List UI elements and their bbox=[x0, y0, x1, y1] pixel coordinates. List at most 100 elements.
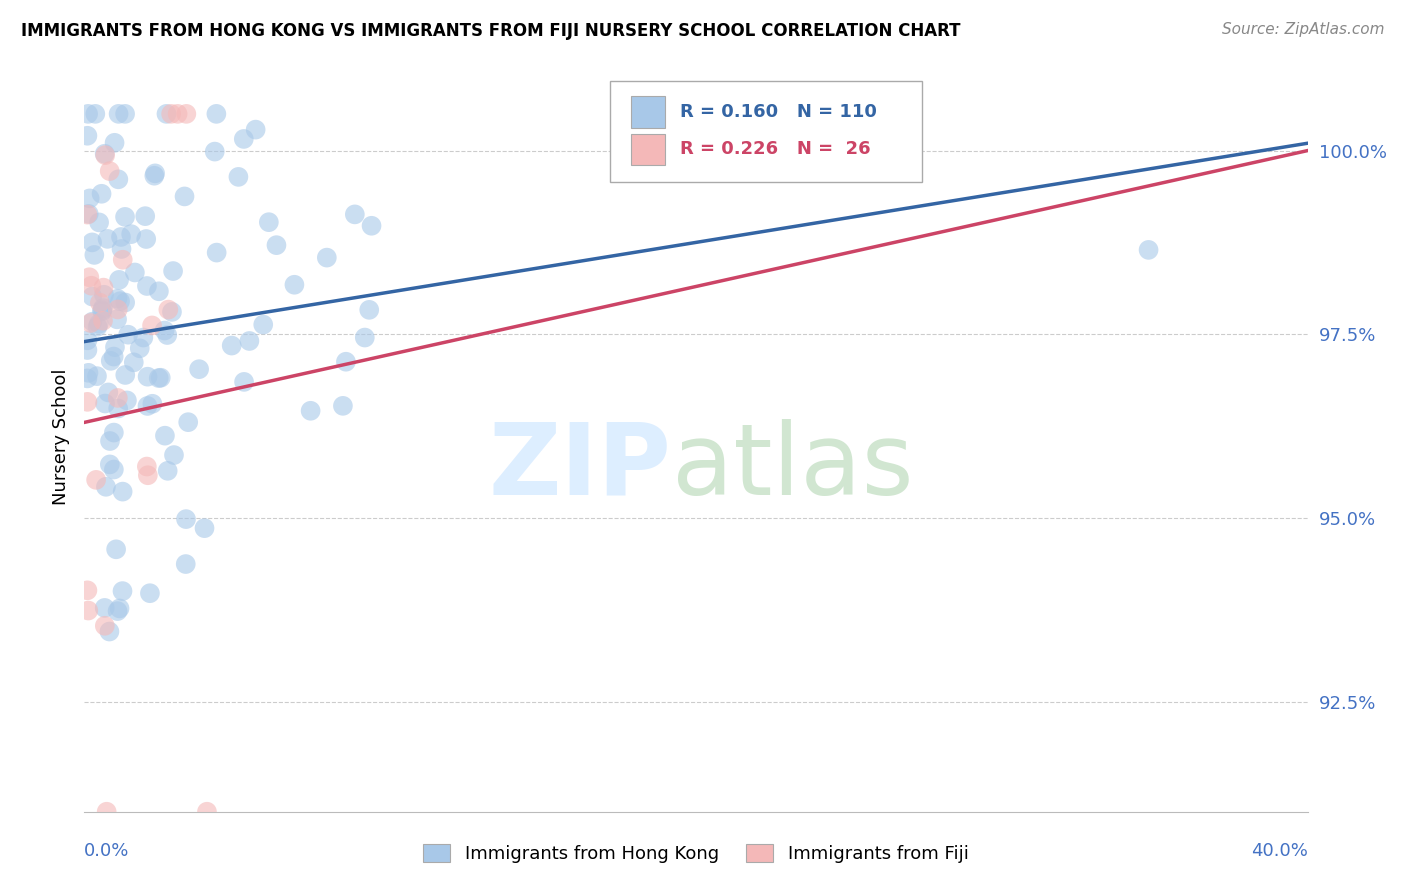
Point bbox=[149, 370, 172, 384]
Point bbox=[174, 557, 197, 571]
Point bbox=[98, 458, 121, 472]
Point bbox=[238, 334, 260, 348]
Point bbox=[94, 396, 117, 410]
Bar bbox=[631, 134, 665, 165]
Point bbox=[96, 232, 118, 246]
Point bbox=[80, 278, 103, 293]
Point bbox=[103, 425, 125, 440]
Point bbox=[299, 404, 322, 418]
Point bbox=[105, 312, 128, 326]
Point bbox=[353, 330, 375, 344]
Point bbox=[77, 366, 100, 380]
Point bbox=[103, 350, 125, 364]
Point bbox=[257, 215, 280, 229]
Text: Source: ZipAtlas.com: Source: ZipAtlas.com bbox=[1222, 22, 1385, 37]
Point bbox=[91, 301, 114, 315]
Point bbox=[160, 305, 183, 319]
Point bbox=[134, 209, 156, 223]
Point bbox=[156, 328, 179, 343]
FancyBboxPatch shape bbox=[610, 81, 922, 182]
Point bbox=[115, 393, 138, 408]
Point bbox=[148, 285, 170, 299]
Point bbox=[148, 371, 170, 385]
Point bbox=[76, 583, 98, 598]
Point bbox=[141, 318, 163, 333]
Point bbox=[120, 227, 142, 241]
Point bbox=[93, 146, 115, 161]
Point bbox=[79, 270, 101, 285]
Point bbox=[221, 338, 243, 352]
Point bbox=[93, 287, 115, 301]
Point bbox=[107, 292, 129, 306]
Point bbox=[141, 397, 163, 411]
Point bbox=[117, 327, 139, 342]
Point bbox=[97, 385, 120, 400]
Point bbox=[114, 368, 136, 382]
Point bbox=[83, 248, 105, 262]
Point bbox=[122, 355, 145, 369]
Point bbox=[107, 107, 129, 121]
Point bbox=[103, 462, 125, 476]
Point bbox=[136, 279, 159, 293]
Point bbox=[100, 354, 122, 368]
Point bbox=[104, 340, 127, 354]
Point bbox=[84, 473, 107, 487]
Point bbox=[107, 391, 129, 405]
Point bbox=[98, 624, 121, 639]
Point bbox=[114, 295, 136, 310]
Point bbox=[111, 252, 134, 267]
Point bbox=[360, 219, 382, 233]
Point bbox=[82, 315, 104, 329]
Point bbox=[155, 107, 177, 121]
Point bbox=[87, 215, 110, 229]
Point bbox=[188, 362, 211, 376]
Point bbox=[143, 166, 166, 180]
Point bbox=[98, 434, 121, 448]
Point bbox=[103, 136, 125, 150]
Point bbox=[232, 132, 254, 146]
Point bbox=[76, 343, 98, 357]
Point bbox=[128, 341, 150, 355]
Point bbox=[335, 355, 357, 369]
Point bbox=[77, 207, 100, 221]
Point bbox=[108, 294, 131, 309]
Point bbox=[343, 207, 366, 221]
Point bbox=[77, 107, 100, 121]
Point bbox=[93, 601, 115, 615]
Point bbox=[79, 191, 101, 205]
Point bbox=[156, 464, 179, 478]
Point bbox=[82, 235, 104, 250]
Point bbox=[87, 317, 110, 331]
Point bbox=[160, 107, 183, 121]
Point bbox=[195, 805, 218, 819]
Bar bbox=[631, 96, 665, 128]
Point bbox=[91, 304, 114, 318]
Point bbox=[204, 145, 226, 159]
Point bbox=[76, 334, 98, 348]
Point bbox=[153, 324, 176, 338]
Point bbox=[233, 375, 256, 389]
Point bbox=[359, 302, 381, 317]
Point bbox=[107, 401, 129, 416]
Point bbox=[173, 189, 195, 203]
Point bbox=[94, 480, 117, 494]
Point bbox=[153, 428, 176, 442]
Point bbox=[96, 805, 118, 819]
Point bbox=[76, 128, 98, 143]
Text: R = 0.226   N =  26: R = 0.226 N = 26 bbox=[681, 140, 870, 159]
Point bbox=[114, 210, 136, 224]
Point bbox=[98, 164, 121, 178]
Text: R = 0.160   N = 110: R = 0.160 N = 110 bbox=[681, 103, 877, 121]
Point bbox=[166, 107, 188, 121]
Point bbox=[110, 230, 132, 244]
Point bbox=[82, 289, 104, 303]
Point bbox=[124, 265, 146, 279]
Point bbox=[266, 238, 288, 252]
Point bbox=[107, 302, 129, 317]
Point bbox=[107, 604, 129, 618]
Point bbox=[89, 295, 111, 310]
Text: ZIP: ZIP bbox=[489, 418, 672, 516]
Point bbox=[136, 468, 159, 483]
Point bbox=[86, 369, 108, 384]
Point bbox=[77, 603, 100, 617]
